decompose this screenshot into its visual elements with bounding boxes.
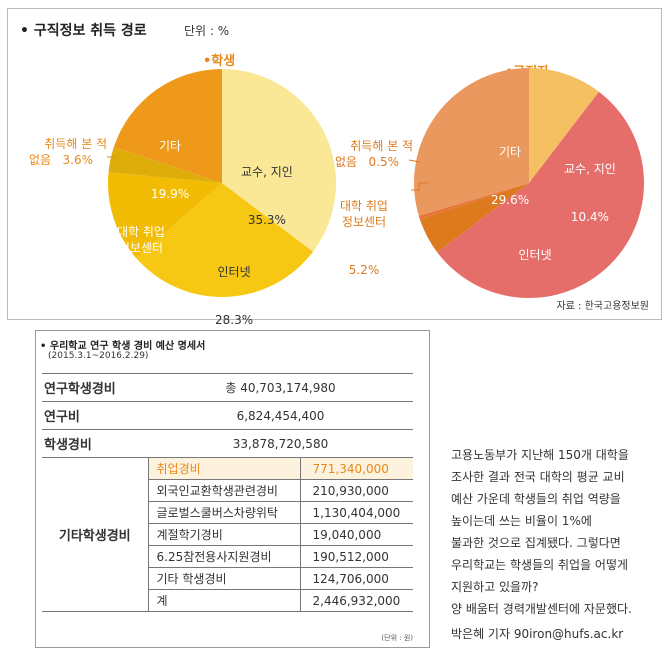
byline: 박은혜 기자 90iron@hufs.ac.kr: [451, 627, 624, 641]
pie-slice: [437, 91, 644, 298]
slice-label: 교수, 지인: [241, 165, 293, 179]
table-row: 글로벌스쿨버스차량위탁 1,130,404,000: [42, 501, 413, 524]
row-category: 연구학생경비: [42, 373, 148, 402]
pie-slice: [529, 68, 599, 183]
item-amount: 771,340,000: [300, 457, 413, 480]
table-row: 기타학생경비 취업경비 771,340,000: [42, 457, 413, 612]
table-row: 계 2,446,932,000: [42, 589, 413, 612]
student-label-none: 취득해 본 적 없음 3.6%: [29, 120, 107, 184]
item-name: 외국인교환학생관련경비: [147, 479, 301, 502]
row-category: 학생경비: [42, 429, 148, 458]
leader-line-jobseeker-center: [411, 182, 428, 191]
row-category: 연구비: [42, 401, 148, 430]
row-amount: 6,824,454,400: [148, 401, 413, 430]
slice-value: 5.2%: [348, 263, 380, 277]
title-bullet: •: [20, 23, 29, 39]
item-name: 글로벌스쿨버스차량위탁: [147, 501, 301, 524]
slice-label: 교수, 지인: [564, 162, 616, 176]
slice-value: 54.3%: [516, 296, 555, 310]
pie-slice: [113, 69, 222, 183]
article-line: 높이는데 쓰는 비율이 1%에: [451, 514, 592, 528]
source-note: 자료 : 한국고용정보원: [556, 301, 649, 312]
slice-label: 취득해 본 적 없음: [29, 137, 108, 167]
pie-slice: [136, 183, 313, 297]
jobseeker-label-etc: 기타 29.6%: [491, 112, 529, 240]
table-row: 연구학생경비 총 40,703,174,980: [42, 373, 413, 402]
slice-label: 취득해 본 적 없음: [335, 139, 414, 169]
pie-slice: [418, 183, 529, 220]
item-amount: 190,512,000: [300, 545, 413, 568]
item-name: 계: [147, 589, 301, 612]
item-amount: 2,446,932,000: [300, 589, 413, 612]
article-line: 조사한 결과 전국 대학의 평균 교비: [451, 470, 625, 484]
budget-unit: (단위 : 원): [381, 634, 413, 642]
student-label-internet: 인터넷 28.3%: [215, 232, 253, 360]
pie-slice: [108, 147, 222, 183]
item-name: 취업경비: [147, 457, 301, 480]
item-amount: 124,706,000: [300, 567, 413, 590]
item-amount: 19,040,000: [300, 523, 413, 546]
row-amount: 33,878,720,580: [148, 429, 413, 458]
slice-value: 12.9%: [121, 289, 161, 303]
item-amount: 210,930,000: [300, 479, 413, 502]
table-row: 연구비 6,824,454,400: [42, 401, 413, 430]
unit-label: 단위 : %: [184, 24, 230, 38]
slice-value: 0.5%: [368, 155, 400, 169]
leader-line-jobseeker-none: [408, 159, 421, 163]
article-line: 지원하고 있을까?: [451, 580, 539, 594]
title-text: 구직정보 취득 경로: [33, 23, 147, 39]
jobseeker-label-center: 대학 취업 정보센터 5.2%: [340, 166, 388, 310]
slice-label: 대학 취업 정보센터: [340, 199, 388, 229]
article-paragraph: 고용노동부가 지난해 150개 대학을 조사한 결과 전국 대학의 평균 교비 …: [451, 444, 666, 620]
table-row: 학생경비 33,878,720,580: [42, 429, 413, 458]
slice-label: 인터넷: [217, 265, 251, 279]
item-name: 6.25참전용사지원경비: [147, 545, 301, 568]
table-row: 계절학기경비 19,040,000: [42, 523, 413, 546]
slice-label: 기타: [499, 145, 522, 159]
slice-value: 3.6%: [62, 153, 94, 167]
slice-label: 대학 취업 정보센터: [117, 225, 165, 255]
budget-title: • 우리학교 연구 학생 경비 예산 명세서: [40, 341, 206, 352]
budget-panel: • 우리학교 연구 학생 경비 예산 명세서 (2015.3.1~2016.2.…: [35, 330, 430, 648]
pie-charts-svg: [107, 68, 644, 298]
slice-value: 29.6%: [491, 193, 530, 207]
jobseeker-label-professor: 교수, 지인 10.4%: [564, 129, 616, 257]
slice-value: 10.4%: [570, 210, 609, 224]
student-label-center: 대학 취업 정보센터 12.9%: [117, 192, 165, 336]
article-line: 예산 가운데 학생들의 취업 역량을: [451, 492, 621, 506]
slice-value: 19.9%: [151, 187, 190, 201]
row-category-other: 기타학생경비: [42, 457, 148, 612]
jobseeker-pie: [413, 68, 644, 298]
article-line: 우리학교는 학생들의 취업을 어떻게: [451, 558, 629, 572]
student-label-etc: 기타 19.9%: [151, 106, 189, 234]
slice-value: 35.3%: [247, 213, 286, 227]
student-label-professor: 교수, 지인 35.3%: [241, 132, 293, 260]
table-row: 6.25참전용사지원경비 190,512,000: [42, 545, 413, 568]
pie-charts-panel: • 구직정보 취득 경로 단위 : % •학생 •구직자 교수, 지인 35.3…: [7, 8, 662, 327]
chart-section-title: • 구직정보 취득 경로: [20, 20, 147, 40]
pie-slice: [413, 68, 529, 216]
student-pie: [107, 69, 336, 297]
slice-value: 28.3%: [215, 313, 254, 327]
item-amount: 1,130,404,000: [300, 501, 413, 524]
article-line: 고용노동부가 지난해 150개 대학을: [451, 448, 629, 462]
row-amount: 총 40,703,174,980: [148, 373, 413, 402]
jobseeker-label-none: 취득해 본 적 없음 0.5%: [335, 122, 413, 186]
article-line: 불과한 것으로 집계됐다. 그렇다면: [451, 536, 621, 550]
item-name: 계절학기경비: [147, 523, 301, 546]
pie-slice: [419, 183, 529, 253]
slice-label: 인터넷: [518, 248, 552, 262]
item-name: 기타 학생경비: [147, 567, 301, 590]
pie-slice: [222, 69, 336, 252]
article-line: 양 배움터 경력개발센터에 자문했다.: [451, 602, 632, 616]
jobseeker-label-internet: 인터넷 54.3%: [516, 215, 554, 343]
pie-slice: [107, 172, 222, 258]
budget-table: 연구학생경비 총 40,703,174,980 연구비 6,824,454,40…: [42, 373, 413, 612]
budget-period: (2015.3.1~2016.2.29): [48, 351, 149, 361]
slice-label: 기타: [159, 139, 182, 153]
student-pie-title: •학생: [203, 54, 236, 69]
